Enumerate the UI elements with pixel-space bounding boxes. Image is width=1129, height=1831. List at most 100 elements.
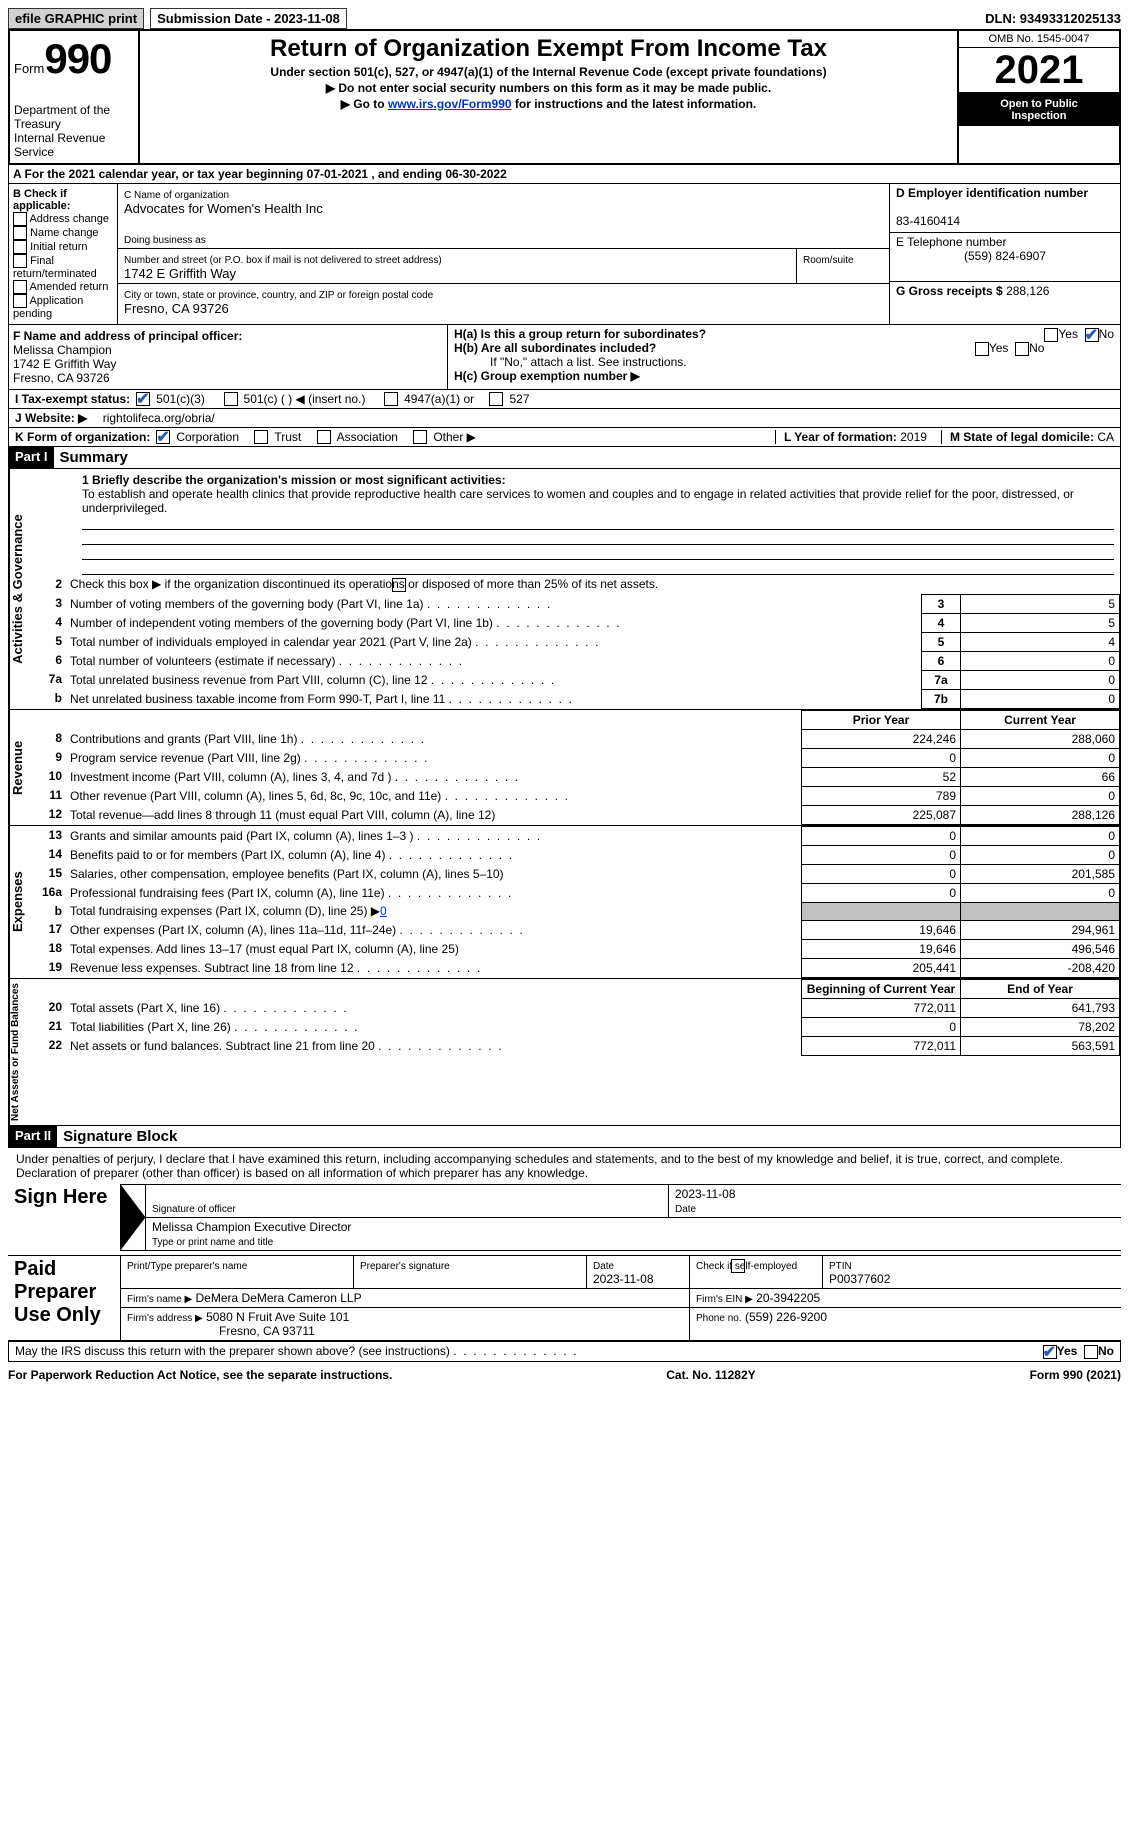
officer-addr2: Fresno, CA 93726: [13, 371, 110, 385]
ha-yes: Yes: [1058, 327, 1078, 341]
l6: Total number of volunteers (estimate if …: [66, 651, 922, 670]
chk-hb-no[interactable]: [1015, 342, 1029, 356]
subtitle-3a: ▶ Go to: [341, 97, 388, 111]
chk-4947[interactable]: [384, 392, 398, 406]
v4: 5: [961, 613, 1120, 632]
v5: 4: [961, 632, 1120, 651]
p14: 0: [802, 845, 961, 864]
l5: Total number of individuals employed in …: [66, 632, 922, 651]
city-label: City or town, state or province, country…: [124, 290, 433, 301]
i-o4: 527: [509, 392, 529, 406]
chk-l2[interactable]: [392, 578, 406, 592]
ha-label: H(a) Is this a group return for subordin…: [454, 327, 706, 341]
chk-final-return[interactable]: [13, 254, 27, 268]
hdr-begin: Beginning of Current Year: [802, 979, 961, 998]
firm-ein-val: 20-3942205: [756, 1291, 820, 1305]
j-label: J Website: ▶: [15, 411, 87, 425]
phone-value: (559) 824-6907: [896, 249, 1114, 263]
b-item-0: Address change: [29, 213, 109, 225]
discuss-no: No: [1098, 1344, 1114, 1358]
pt-self-label: Check if self-employed: [696, 1261, 797, 1272]
chk-ha-no[interactable]: [1085, 328, 1099, 342]
chk-app-pending[interactable]: [13, 294, 27, 308]
chk-trust[interactable]: [254, 430, 268, 444]
activities-section: Activities & Governance 1 Briefly descri…: [8, 469, 1121, 710]
org-name: Advocates for Women's Health Inc: [124, 201, 323, 216]
hb-note: If "No," attach a list. See instructions…: [454, 355, 1114, 369]
chk-self-employed[interactable]: [731, 1259, 745, 1273]
chk-name-change[interactable]: [13, 226, 27, 240]
typed-label: Type or print name and title: [152, 1237, 273, 1248]
row-a-tax-year: A For the 2021 calendar year, or tax yea…: [8, 165, 1121, 184]
open-public-1: Open to Public: [1000, 98, 1078, 110]
chk-501c3[interactable]: [136, 392, 150, 406]
side-activities: Activities & Governance: [9, 469, 30, 709]
b-item-2: Initial return: [30, 241, 87, 253]
firm-phone-val: (559) 226-9200: [745, 1310, 827, 1324]
e-phone-label: E Telephone number: [896, 235, 1007, 249]
sig-declaration: Under penalties of perjury, I declare th…: [8, 1148, 1121, 1184]
firm-name-label: Firm's name ▶: [127, 1294, 192, 1305]
chk-amended[interactable]: [13, 280, 27, 294]
i-label: I Tax-exempt status:: [15, 392, 130, 406]
part1-badge: Part I: [9, 447, 54, 468]
l11: Other revenue (Part VIII, column (A), li…: [66, 786, 802, 805]
m-val: CA: [1097, 430, 1114, 444]
chk-501c[interactable]: [224, 392, 238, 406]
chk-hb-yes[interactable]: [975, 342, 989, 356]
chk-other[interactable]: [413, 430, 427, 444]
l14: Benefits paid to or for members (Part IX…: [66, 845, 802, 864]
side-expenses: Expenses: [9, 826, 30, 978]
chk-discuss-no[interactable]: [1084, 1345, 1098, 1359]
c10: 66: [961, 767, 1120, 786]
irs-link[interactable]: www.irs.gov/Form990: [388, 97, 512, 111]
p8: 224,246: [802, 729, 961, 748]
revenue-section: Revenue Prior YearCurrent Year 8Contribu…: [8, 710, 1121, 826]
v7b: 0: [961, 689, 1120, 708]
chk-initial-return[interactable]: [13, 240, 27, 254]
mission-text: To establish and operate health clinics …: [82, 487, 1074, 515]
l2: Check this box ▶ if the organization dis…: [70, 577, 658, 591]
omb-number: OMB No. 1545-0047: [959, 31, 1119, 48]
sig-officer-label: Signature of officer: [152, 1204, 236, 1215]
firm-city: Fresno, CA 93711: [127, 1324, 315, 1338]
ptin-val: P00377602: [829, 1272, 890, 1286]
c8: 288,060: [961, 729, 1120, 748]
ha-no: No: [1099, 327, 1114, 341]
chk-527[interactable]: [489, 392, 503, 406]
part2-title: Signature Block: [57, 1126, 183, 1147]
p12: 225,087: [802, 805, 961, 824]
ppu-label: Paid Preparer Use Only: [8, 1255, 121, 1340]
k-o2: Trust: [274, 430, 301, 444]
chk-address-change[interactable]: [13, 212, 27, 226]
sign-arrow-icon: [121, 1184, 146, 1250]
irs-label: Internal Revenue Service: [14, 131, 134, 159]
sig-date-label: Date: [675, 1204, 696, 1215]
chk-assoc[interactable]: [317, 430, 331, 444]
officer-addr1: 1742 E Griffith Way: [13, 357, 116, 371]
ein-value: 83-4160414: [896, 214, 960, 228]
chk-discuss-yes[interactable]: [1043, 1345, 1057, 1359]
i-o1: 501(c)(3): [156, 392, 205, 406]
l8: Contributions and grants (Part VIII, lin…: [66, 729, 802, 748]
c18: 496,546: [961, 939, 1120, 958]
c11: 0: [961, 786, 1120, 805]
l16a: Professional fundraising fees (Part IX, …: [66, 883, 802, 902]
chk-ha-yes[interactable]: [1044, 328, 1058, 342]
tax-year: 2021: [959, 48, 1119, 94]
chk-corp[interactable]: [156, 430, 170, 444]
dln-number: DLN: 93493312025133: [985, 11, 1121, 26]
l3: Number of voting members of the governin…: [66, 594, 922, 613]
c15: 201,585: [961, 864, 1120, 883]
sig-date-val: 2023-11-08: [675, 1187, 736, 1201]
dept-treasury: Department of the Treasury: [14, 103, 134, 131]
footer-left: For Paperwork Reduction Act Notice, see …: [8, 1368, 392, 1382]
typed-name: Melissa Champion Executive Director: [152, 1220, 351, 1234]
hb-label: H(b) Are all subordinates included?: [454, 341, 656, 355]
p19: 205,441: [802, 958, 961, 977]
gross-receipts: 288,126: [1006, 284, 1049, 298]
efile-print-button[interactable]: efile GRAPHIC print: [8, 8, 144, 29]
p20: 772,011: [802, 998, 961, 1017]
org-address: 1742 E Griffith Way: [124, 266, 236, 281]
d-ein-label: D Employer identification number: [896, 186, 1088, 200]
